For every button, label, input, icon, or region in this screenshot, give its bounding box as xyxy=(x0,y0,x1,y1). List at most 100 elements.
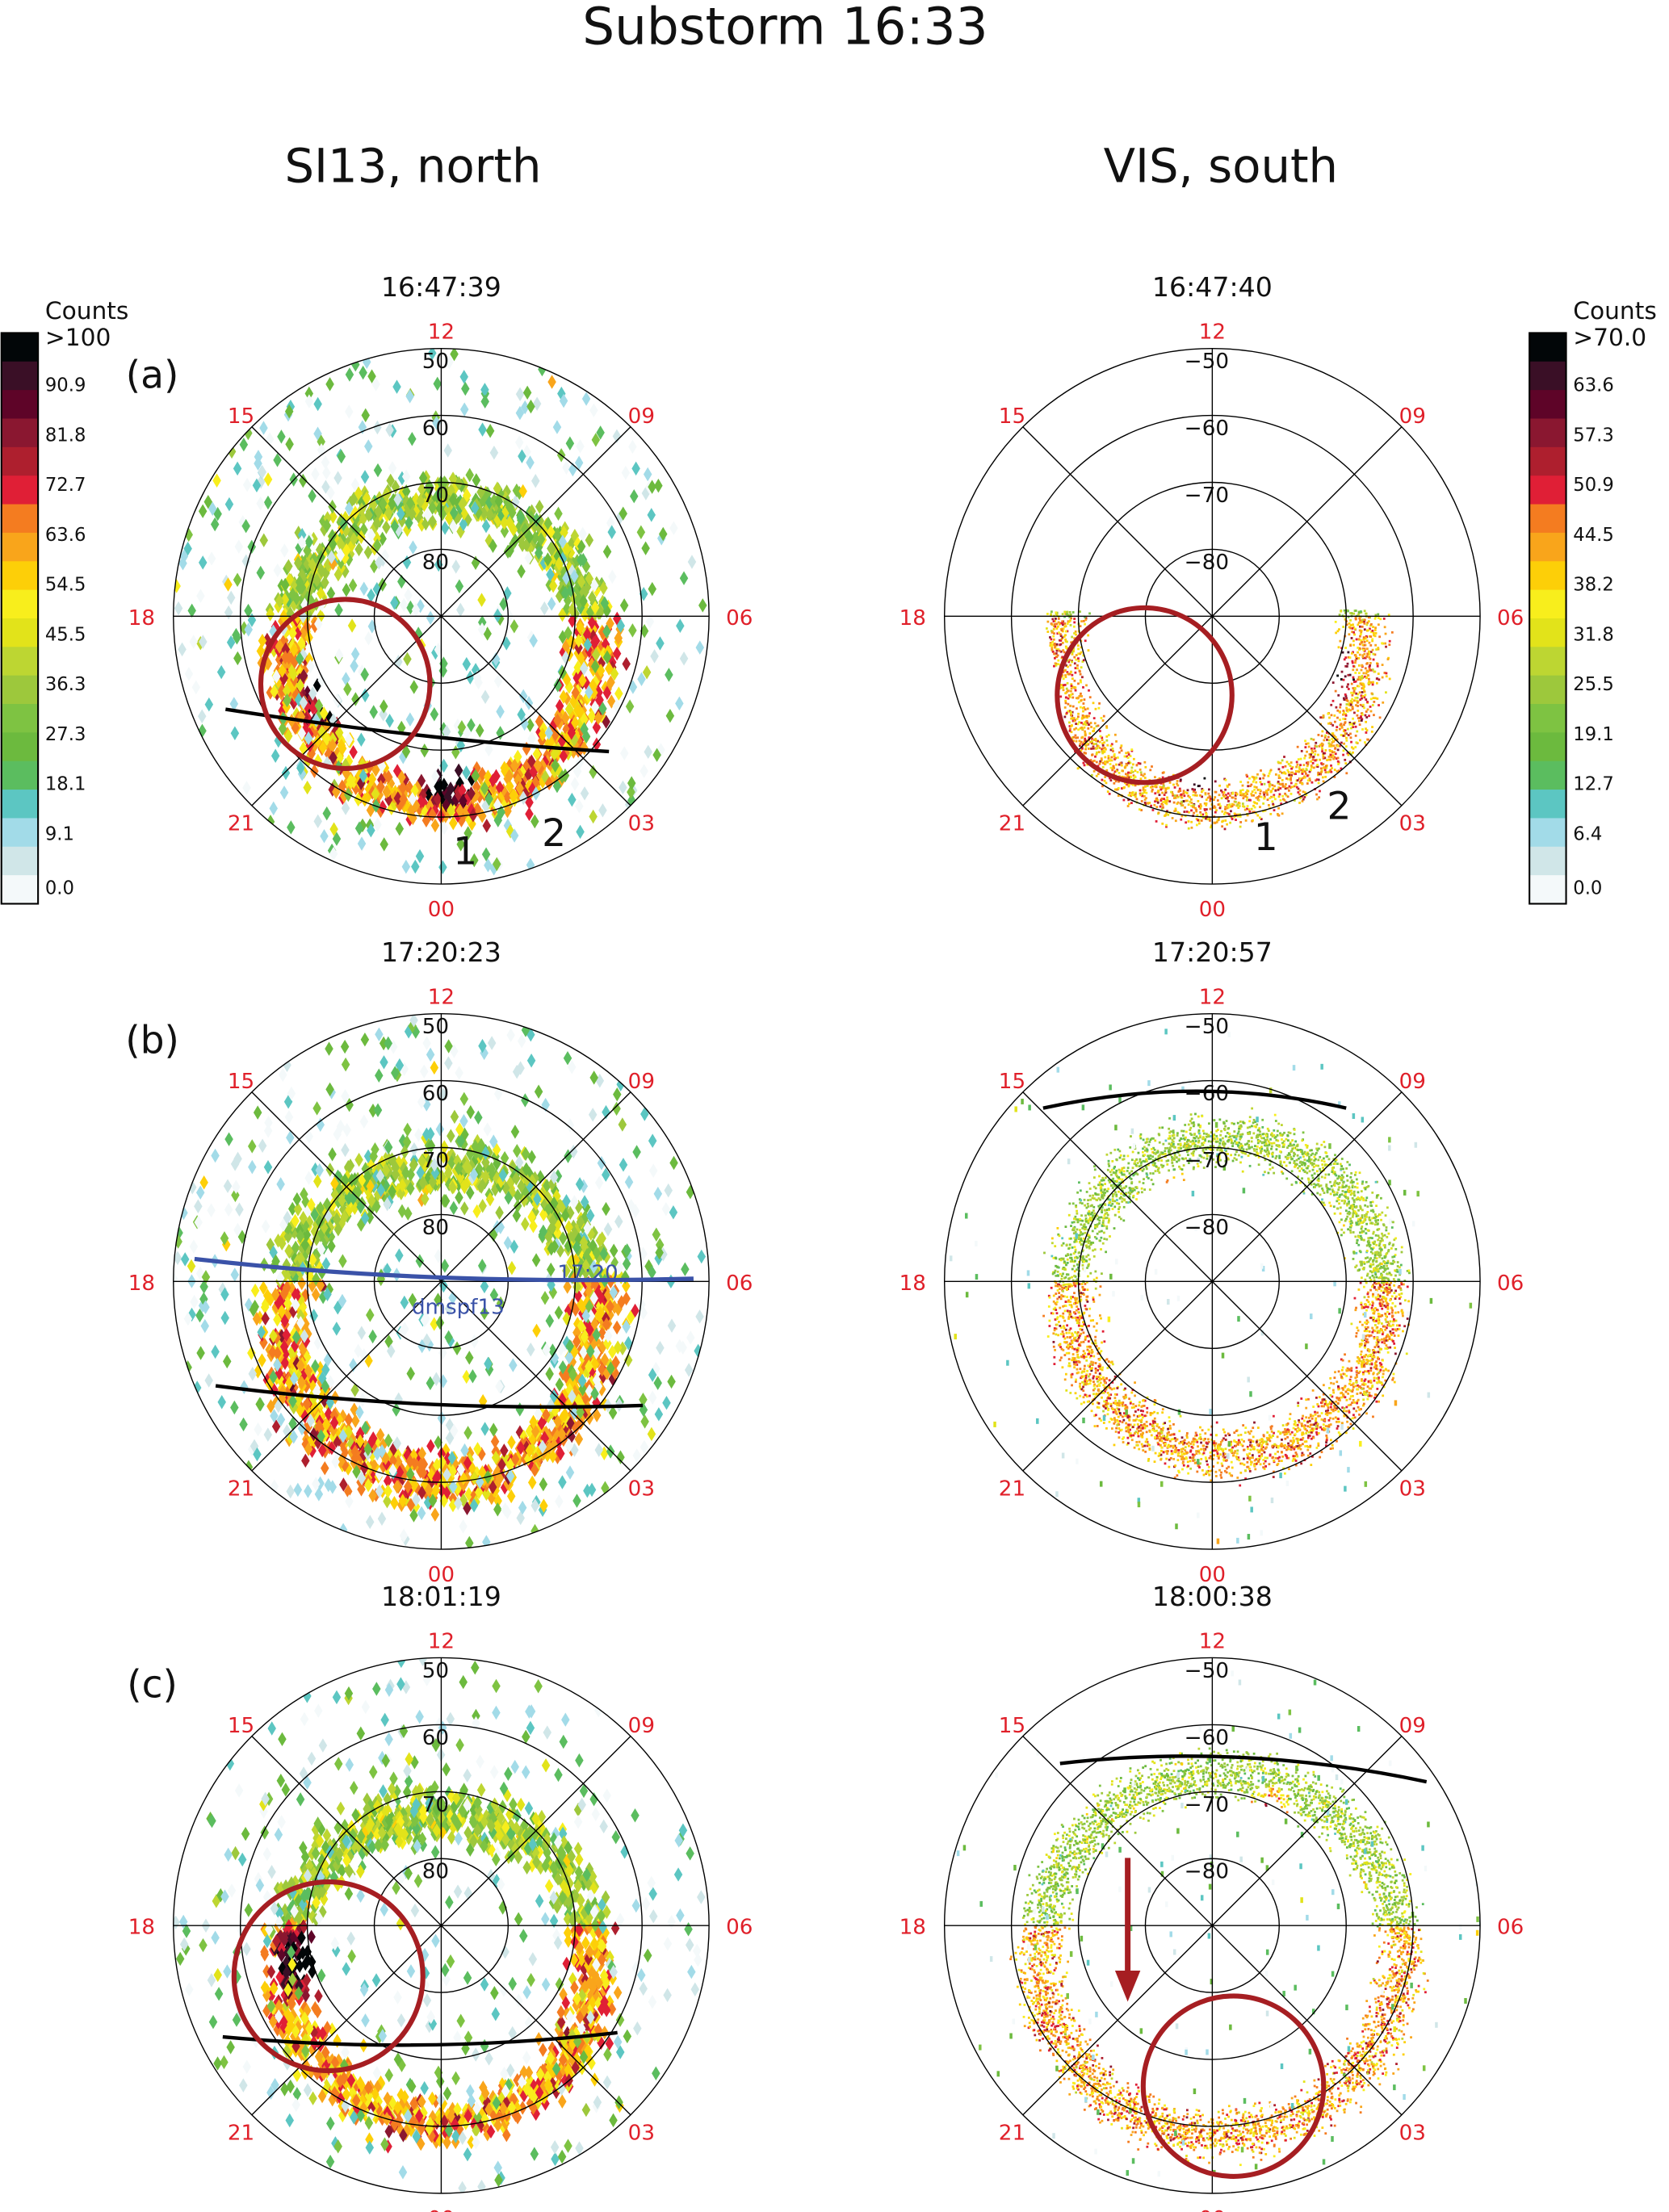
data-pixel xyxy=(1281,778,1284,781)
data-pixel xyxy=(1302,764,1306,767)
data-pixel xyxy=(371,762,380,777)
data-pixel xyxy=(1180,793,1183,796)
data-pixel xyxy=(1200,819,1203,822)
data-pixel xyxy=(1088,736,1091,739)
data-pixel xyxy=(1315,793,1318,796)
data-pixel xyxy=(1289,777,1292,781)
data-pixel xyxy=(1358,647,1361,650)
data-pixel xyxy=(1226,806,1229,810)
data-pixel xyxy=(401,469,411,484)
data-pixel xyxy=(1186,789,1189,792)
data-pixel xyxy=(409,540,417,555)
data-pixel xyxy=(515,781,524,796)
data-pixel xyxy=(1074,667,1077,669)
data-pixel xyxy=(554,506,563,522)
data-pixel xyxy=(1262,810,1264,813)
data-pixel xyxy=(1368,668,1371,672)
data-pixel xyxy=(1045,627,1048,630)
data-pixel xyxy=(1095,725,1098,727)
data-pixel xyxy=(1157,790,1159,792)
data-pixel xyxy=(1362,703,1365,706)
data-pixel xyxy=(456,602,465,618)
data-pixel xyxy=(1161,803,1164,806)
data-pixel xyxy=(1154,784,1157,787)
data-pixel xyxy=(1375,648,1378,651)
data-pixel xyxy=(317,724,326,739)
data-pixel xyxy=(1366,708,1369,711)
data-pixel xyxy=(1327,742,1331,745)
data-pixel xyxy=(1342,749,1345,752)
data-pixel xyxy=(1058,622,1061,626)
data-pixel xyxy=(1126,773,1129,777)
data-pixel xyxy=(1253,802,1256,804)
data-pixel xyxy=(1252,804,1255,807)
data-pixel xyxy=(1069,671,1072,674)
data-pixel xyxy=(665,668,673,682)
data-pixel xyxy=(1334,720,1336,723)
data-pixel xyxy=(1312,738,1315,741)
data-pixel xyxy=(1352,631,1356,634)
data-pixel xyxy=(1339,703,1342,706)
data-pixel xyxy=(367,369,376,383)
panel-time: 16:47:40 xyxy=(1152,271,1273,303)
data-pixel xyxy=(322,465,331,480)
data-pixel xyxy=(489,773,497,788)
data-pixel xyxy=(1255,777,1258,780)
data-pixel xyxy=(1104,762,1107,765)
data-pixel xyxy=(1245,807,1248,811)
data-pixel xyxy=(1180,804,1183,806)
data-pixel xyxy=(1338,614,1341,616)
data-pixel xyxy=(345,404,354,419)
data-pixel xyxy=(1252,811,1256,814)
data-pixel xyxy=(1071,693,1074,696)
data-pixel xyxy=(1324,775,1327,778)
data-pixel xyxy=(1270,795,1273,798)
data-pixel xyxy=(1354,659,1357,662)
data-pixel xyxy=(1082,741,1085,744)
data-pixel xyxy=(1127,785,1130,788)
data-pixel xyxy=(1306,763,1310,766)
data-pixel xyxy=(1231,796,1234,799)
data-pixel xyxy=(1377,617,1380,619)
data-pixel xyxy=(1365,612,1368,615)
data-pixel xyxy=(1130,766,1134,769)
data-pixel xyxy=(226,590,236,605)
data-pixel xyxy=(1109,766,1113,769)
data-pixel xyxy=(540,601,549,616)
data-pixel xyxy=(1363,690,1366,693)
data-pixel xyxy=(1159,799,1163,802)
data-pixel xyxy=(1364,741,1366,744)
data-pixel xyxy=(273,453,282,467)
data-pixel xyxy=(631,461,640,476)
aurora-emission xyxy=(1045,609,1394,831)
data-pixel xyxy=(1060,675,1063,678)
data-pixel xyxy=(1049,644,1052,647)
data-pixel xyxy=(278,721,287,736)
mlt-spoke xyxy=(251,426,631,806)
data-pixel xyxy=(420,743,430,758)
data-pixel xyxy=(1364,693,1367,697)
data-pixel xyxy=(1361,712,1363,715)
data-pixel xyxy=(1361,713,1364,716)
data-pixel xyxy=(1057,663,1059,666)
data-pixel xyxy=(1071,652,1074,656)
data-pixel xyxy=(1344,694,1348,698)
data-pixel xyxy=(1092,702,1095,705)
data-pixel xyxy=(233,461,242,476)
data-pixel xyxy=(256,565,265,580)
data-pixel xyxy=(1363,652,1366,656)
data-pixel xyxy=(451,559,460,574)
data-pixel xyxy=(1079,652,1082,656)
data-pixel xyxy=(1117,794,1120,797)
data-pixel xyxy=(1197,805,1201,807)
data-pixel xyxy=(1345,703,1348,706)
data-pixel xyxy=(1366,621,1369,624)
data-pixel xyxy=(1176,802,1179,805)
data-pixel xyxy=(1268,783,1271,786)
data-pixel xyxy=(1346,662,1349,665)
data-pixel xyxy=(602,685,612,700)
data-pixel xyxy=(1359,635,1361,638)
data-pixel xyxy=(1054,656,1056,660)
data-pixel xyxy=(1248,777,1251,780)
data-pixel xyxy=(1063,610,1067,614)
